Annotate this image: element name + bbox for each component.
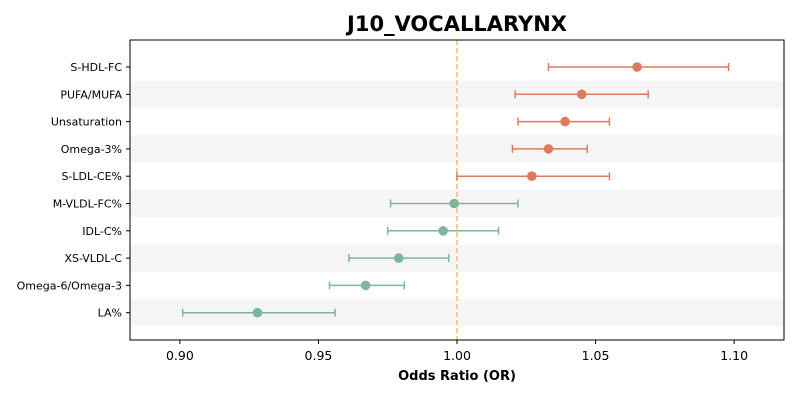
row-label: S-HDL-FC	[70, 61, 122, 74]
or-point	[449, 198, 460, 209]
rows-layer: S-HDL-FC PUFA/MUFA Unsaturation Omega-3% S-L…	[17, 61, 730, 320]
or-point	[543, 144, 554, 154]
forest-row: IDL-C%	[82, 225, 500, 238]
row-label: Unsaturation	[51, 116, 122, 129]
row-label: S-LDL-CE%	[61, 170, 122, 183]
forest-row: S-LDL-CE%	[61, 170, 611, 183]
row-label: IDL-C%	[82, 225, 122, 238]
x-axis-label: Odds Ratio (OR)	[398, 369, 516, 384]
or-point	[438, 226, 448, 236]
forest-row: S-HDL-FC	[70, 61, 730, 74]
or-point	[394, 253, 404, 263]
row-label: M-VLDL-FC%	[53, 198, 122, 211]
or-point	[632, 62, 642, 72]
forest-row: XS-VLDL-C	[64, 252, 450, 265]
row-label: XS-VLDL-C	[64, 252, 122, 265]
x-tick-label: 1.00	[443, 348, 471, 363]
row-label: PUFA/MUFA	[60, 88, 122, 101]
row-stripe	[130, 80, 784, 108]
chart-title: J10_VOCALLARYNX	[345, 12, 567, 36]
x-tick-label: 1.05	[582, 348, 610, 363]
forest-row: Omega-6/Omega-3	[17, 279, 406, 292]
forest-row: M-VLDL-FC%	[53, 198, 519, 211]
row-label: LA%	[98, 307, 122, 320]
x-tick-label: 0.90	[166, 348, 194, 363]
or-point	[527, 171, 537, 181]
row-label: Omega-3%	[61, 143, 122, 156]
forest-row: Unsaturation	[51, 116, 611, 129]
or-point	[560, 116, 570, 127]
or-point	[252, 307, 263, 318]
x-tick-label: 1.10	[720, 348, 748, 363]
or-point	[360, 280, 371, 291]
x-axis: 0.90 0.95 1.00 1.05 1.10	[166, 340, 748, 363]
row-label: Omega-6/Omega-3	[17, 279, 122, 292]
forest-row: LA%	[98, 307, 336, 320]
or-point	[576, 89, 587, 100]
x-tick-label: 0.95	[305, 348, 333, 363]
forest-row: Omega-3%	[61, 143, 588, 156]
forest-row: PUFA/MUFA	[60, 88, 649, 101]
